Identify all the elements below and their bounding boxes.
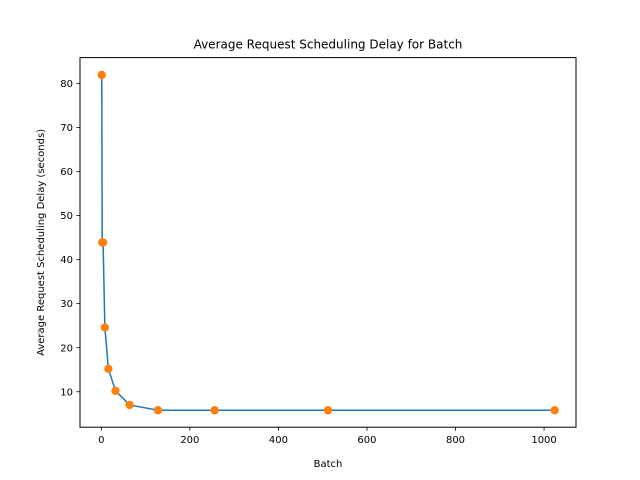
data-point <box>550 406 559 415</box>
y-tick-label: 60 <box>60 167 73 178</box>
y-tick-label: 50 <box>60 211 73 222</box>
x-axis-label: Batch <box>314 459 343 470</box>
x-tick-label: 1000 <box>531 435 556 446</box>
x-tick-label: 800 <box>446 435 465 446</box>
x-axis-ticks: 0 200 400 600 800 1000 <box>98 427 557 446</box>
data-point <box>111 386 120 396</box>
data-point <box>323 406 333 415</box>
data-point <box>104 364 113 374</box>
y-tick-label: 30 <box>60 299 73 310</box>
series-layer <box>97 70 559 415</box>
y-tick-label: 70 <box>60 123 73 134</box>
x-tick-label: 200 <box>180 435 199 446</box>
x-tick-label: 0 <box>98 435 104 446</box>
data-point <box>100 323 110 332</box>
data-point <box>153 406 163 415</box>
y-axis-ticks: 10 20 30 40 50 60 70 80 <box>60 79 80 398</box>
chart-title: Average Request Scheduling Delay for Bat… <box>194 38 463 52</box>
y-tick-label: 40 <box>60 255 73 266</box>
x-tick-label: 600 <box>357 435 376 446</box>
y-tick-label: 10 <box>60 387 73 398</box>
y-tick-label: 80 <box>60 79 73 90</box>
axes-frame <box>79 57 577 428</box>
data-point <box>210 406 219 415</box>
data-point <box>125 400 134 410</box>
data-point <box>98 238 108 247</box>
y-tick-label: 20 <box>60 343 73 354</box>
data-point <box>97 70 106 80</box>
x-tick-label: 400 <box>269 435 288 446</box>
y-axis-label: Average Request Scheduling Delay (second… <box>36 129 47 356</box>
